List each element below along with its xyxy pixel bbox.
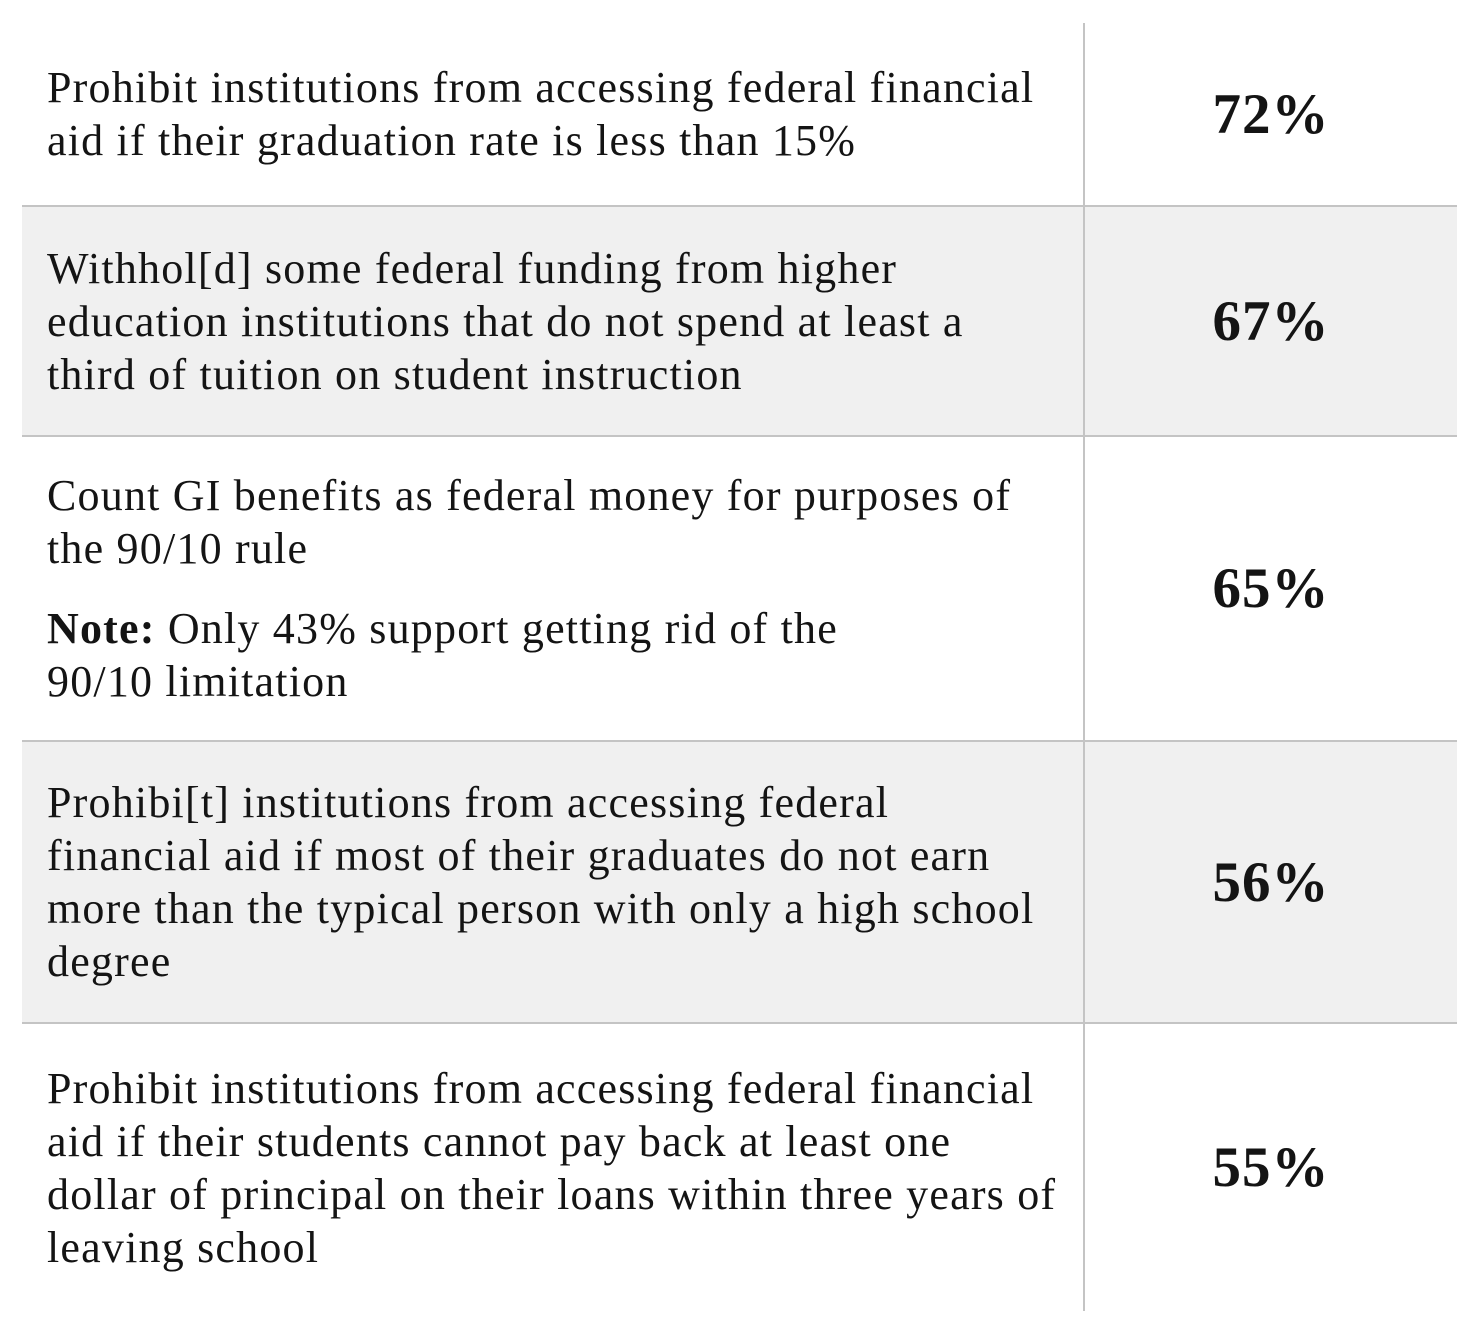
policy-cell: Count GI benefits as federal money for p… bbox=[22, 437, 1083, 740]
poll-results-table: Prohibit institutions from accessing fed… bbox=[22, 23, 1457, 1311]
support-value-cell: 65% bbox=[1083, 437, 1457, 740]
policy-text: Prohibit institutions from accessing fed… bbox=[47, 1063, 1057, 1272]
table-row: Count GI benefits as federal money for p… bbox=[22, 437, 1457, 742]
policy-cell: Prohibit institutions from accessing fed… bbox=[22, 23, 1083, 205]
policy-cell: Withhol[d] some federal funding from hig… bbox=[22, 207, 1083, 435]
policy-text: Prohibit institutions from accessing fed… bbox=[47, 63, 1035, 165]
table-row: Prohibit institutions from accessing fed… bbox=[22, 23, 1457, 207]
note-label: Note: bbox=[47, 604, 156, 653]
support-percentage: 56% bbox=[1212, 850, 1330, 914]
support-value-cell: 55% bbox=[1083, 1024, 1457, 1311]
policy-text: Withhol[d] some federal funding from hig… bbox=[47, 243, 964, 399]
table-row: Withhol[d] some federal funding from hig… bbox=[22, 207, 1457, 437]
support-value-cell: 72% bbox=[1083, 23, 1457, 205]
support-percentage: 67% bbox=[1212, 289, 1330, 353]
note-text: Note: Only 43% support getting rid of th… bbox=[47, 602, 1059, 708]
policy-cell: Prohibi[t] institutions from accessing f… bbox=[22, 742, 1083, 1022]
support-percentage: 72% bbox=[1212, 82, 1330, 146]
policy-text: Prohibi[t] institutions from accessing f… bbox=[47, 778, 1035, 986]
policy-cell: Prohibit institutions from accessing fed… bbox=[22, 1024, 1083, 1311]
support-percentage: 55% bbox=[1212, 1136, 1330, 1199]
support-value-cell: 67% bbox=[1083, 207, 1457, 435]
support-value-cell: 56% bbox=[1083, 742, 1457, 1022]
table-row: Prohibi[t] institutions from accessing f… bbox=[22, 742, 1457, 1024]
note-body: Only 43% support getting rid of the 90/1… bbox=[47, 604, 838, 706]
support-percentage: 65% bbox=[1212, 557, 1330, 620]
table-row: Prohibit institutions from accessing fed… bbox=[22, 1024, 1457, 1311]
policy-text: Count GI benefits as federal money for p… bbox=[47, 471, 1012, 573]
